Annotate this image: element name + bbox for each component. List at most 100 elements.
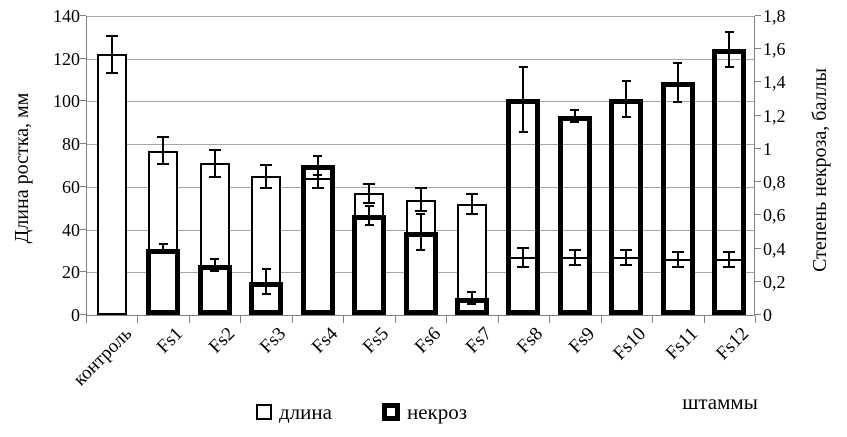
error-bar-cap xyxy=(723,265,736,268)
error-bar-cap xyxy=(467,291,477,294)
error-bar-cap xyxy=(416,213,425,216)
left-axis-tick xyxy=(80,143,86,145)
error-bar-cap xyxy=(620,263,633,266)
error-bar-cap xyxy=(364,205,374,208)
error-bar-cap xyxy=(208,148,221,151)
error-bar-cap xyxy=(311,186,324,189)
x-axis-tick xyxy=(394,316,396,323)
necrosis-bar xyxy=(660,82,695,315)
right-axis-tick-label: 1,8 xyxy=(763,6,786,26)
left-axis-line xyxy=(86,16,87,315)
gridline xyxy=(86,144,755,146)
right-axis-tick xyxy=(755,81,761,83)
left-axis-tick xyxy=(80,57,86,59)
error-bar-cap xyxy=(568,248,581,251)
left-axis-tick-label: 120 xyxy=(53,48,80,69)
x-axis-tick xyxy=(755,316,756,323)
error-bar-cap xyxy=(157,163,170,166)
error-bar-line xyxy=(265,270,268,294)
length-bar xyxy=(96,54,127,315)
error-bar-line xyxy=(316,157,319,174)
error-bar-cap xyxy=(518,65,528,68)
right-axis-tick-label: 1,6 xyxy=(763,39,786,60)
right-axis-tick xyxy=(755,48,761,50)
left-axis-tick xyxy=(80,228,86,230)
error-bar-cap xyxy=(671,265,684,268)
left-axis-tick-label: 100 xyxy=(53,91,80,112)
left-axis-tick-label: 140 xyxy=(53,6,80,26)
error-bar-cap xyxy=(414,187,427,189)
gridline xyxy=(86,101,755,103)
x-axis-tick xyxy=(343,316,345,323)
error-bar-cap xyxy=(105,35,118,38)
right-axis-tick-label: 0 xyxy=(763,305,772,325)
x-axis-tick xyxy=(497,316,499,323)
error-bar-cap xyxy=(105,71,118,74)
error-bar-line xyxy=(522,67,525,131)
left-axis-tick xyxy=(80,15,86,16)
error-bar-line xyxy=(728,32,731,66)
error-bar-cap xyxy=(208,176,221,179)
error-bar-line xyxy=(419,215,422,249)
legend-label: длина xyxy=(279,400,332,424)
legend-swatch-length xyxy=(256,404,272,420)
error-bar-line xyxy=(419,189,422,211)
legend-item-length: длина xyxy=(256,401,332,423)
necrosis-bar xyxy=(609,99,644,315)
error-bar-line xyxy=(162,245,165,252)
right-axis-line xyxy=(754,16,755,315)
error-bar-cap xyxy=(465,212,478,215)
error-bar-line xyxy=(265,165,268,187)
x-axis-tick xyxy=(291,316,293,323)
error-bar-line xyxy=(213,260,216,271)
error-bar-cap xyxy=(620,248,633,251)
error-bar-line xyxy=(728,253,731,266)
error-bar-cap xyxy=(467,303,477,306)
right-axis-title: Степень некроза, баллы xyxy=(809,68,831,272)
right-axis-tick xyxy=(755,181,761,183)
left-axis-tick-label: 0 xyxy=(71,305,80,325)
left-axis-tick xyxy=(80,100,86,102)
length-bar xyxy=(714,259,745,315)
error-bar-cap xyxy=(724,65,734,68)
right-axis-tick-label: 0,8 xyxy=(763,172,786,193)
error-bar-line xyxy=(213,150,216,177)
error-bar-cap xyxy=(673,62,683,65)
right-axis-tick-label: 1,2 xyxy=(763,105,786,126)
x-axis-tick xyxy=(86,316,87,323)
left-axis-tick-label: 80 xyxy=(62,134,80,155)
necrosis-bar xyxy=(352,215,387,315)
error-bar-cap xyxy=(363,201,376,204)
right-axis-tick xyxy=(755,247,761,249)
error-bar-line xyxy=(470,195,473,213)
gridline xyxy=(86,58,755,60)
right-axis-tick-label: 0,6 xyxy=(763,205,786,226)
x-axis-tick xyxy=(652,316,654,323)
x-axis-title: штаммы xyxy=(682,390,758,414)
necrosis-bar xyxy=(197,265,232,315)
legend-swatch-necrosis xyxy=(381,403,400,421)
error-bar-cap xyxy=(311,167,324,170)
necrosis-bar xyxy=(712,49,747,315)
legend-item-necrosis: некроз xyxy=(381,401,467,423)
error-bar-cap xyxy=(157,135,170,138)
error-bar-cap xyxy=(517,246,530,249)
left-axis-tick xyxy=(80,271,86,273)
error-bar-cap xyxy=(724,30,734,33)
x-axis-tick xyxy=(137,316,139,323)
error-bar-line xyxy=(573,250,576,264)
error-bar-cap xyxy=(261,293,271,296)
error-bar-cap xyxy=(364,223,374,226)
error-bar-line xyxy=(368,184,371,202)
error-bar-cap xyxy=(621,115,631,118)
error-bar-cap xyxy=(570,120,580,123)
error-bar-cap xyxy=(621,80,631,83)
error-bar-line xyxy=(676,64,679,101)
right-axis-tick xyxy=(755,147,761,149)
error-bar-cap xyxy=(414,210,427,213)
plot-area: 0 20 40 60 80 100 120 140 0 0,2 0,4 0,6 0,8 1 1,2 1,4 1,… xyxy=(53,7,786,324)
error-bar-cap xyxy=(158,243,168,246)
error-bar-line xyxy=(625,82,628,116)
error-bar-cap xyxy=(518,130,528,133)
error-bar-cap xyxy=(210,258,220,261)
